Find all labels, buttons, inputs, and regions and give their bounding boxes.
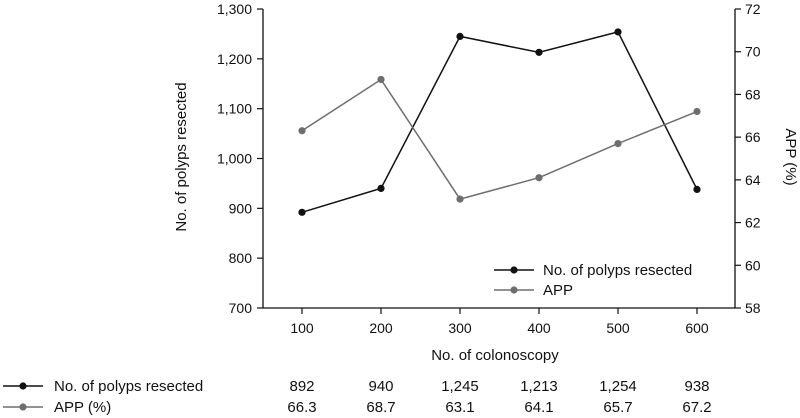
data-point-app [614,139,622,148]
legend-label-app: APP [543,282,573,299]
table-cell: 65.7 [603,399,632,416]
left-y-tick-label: 1,100 [217,101,252,117]
table-cell: 938 [684,378,709,395]
table-row-label: APP (%) [54,399,111,416]
left-y-tick-label: 900 [229,200,253,216]
table-row-marker-app [19,403,27,411]
data-point-polyps [693,185,701,193]
axes [257,8,741,314]
right-y-tick-label: 60 [745,257,761,273]
data-table: No. of polyps resected 892 940 1,245 1,213 1,… [3,378,712,416]
left-y-tick-label: 1,300 [217,1,252,17]
data-point-app [693,107,701,116]
table-row-marker-polyps [19,382,27,390]
right-y-tick-label: 64 [745,172,761,188]
table-cell: 66.3 [287,399,316,416]
table-cell: 1,245 [441,378,479,395]
data-point-polyps [377,184,385,192]
left-y-tick-label: 700 [229,300,253,316]
data-point-polyps [535,48,543,56]
legend-marker-polyps [510,266,518,274]
x-tick-label: 600 [685,320,709,336]
table-cell: 940 [368,378,393,395]
tick-labels: 700 800 900 1,000 1,100 1,200 1,300 58 60 62 64 66 6… [217,1,761,336]
right-y-tick-label: 66 [745,129,761,145]
data-point-polyps [298,208,306,216]
table-cell: 63.1 [445,399,474,416]
table-cell: 64.1 [524,399,553,416]
right-y-tick-label: 70 [745,44,761,60]
x-tick-label: 200 [369,320,393,336]
table-cell: 67.2 [682,399,711,416]
table-cell: 1,254 [599,378,637,395]
legend-marker-app [510,286,518,294]
x-tick-label: 300 [448,320,472,336]
data-point-polyps [614,28,622,36]
legend: No. of polyps resected APP [494,262,692,299]
right-y-tick-label: 62 [745,215,761,231]
right-y-tick-label: 72 [745,1,761,17]
left-y-tick-label: 1,000 [217,151,252,167]
table-cell: 892 [289,378,314,395]
data-point-app [535,174,543,182]
table-cell: 68.7 [366,399,395,416]
left-y-axis-title: No. of polyps resected [173,82,190,231]
x-tick-label: 500 [606,320,630,336]
legend-label-polyps: No. of polyps resected [543,262,692,279]
data-point-app [456,195,464,203]
right-y-axis-title: APP (%) [782,128,799,185]
x-tick-label: 100 [290,320,314,336]
right-y-tick-label: 68 [745,86,761,102]
data-point-polyps [456,32,464,41]
series-lines [298,28,701,216]
left-y-tick-label: 1,200 [217,51,252,67]
series-line-polyps [301,31,698,214]
x-tick-label: 400 [527,320,551,336]
data-point-app [298,127,306,135]
table-cell: 1,213 [520,378,558,395]
x-axis-title: No. of colonoscopy [431,347,559,364]
right-y-tick-label: 58 [745,300,761,316]
left-y-tick-label: 800 [229,250,253,266]
data-point-app [377,75,385,84]
table-row-label: No. of polyps resected [54,378,203,395]
series-line-app [301,78,698,200]
